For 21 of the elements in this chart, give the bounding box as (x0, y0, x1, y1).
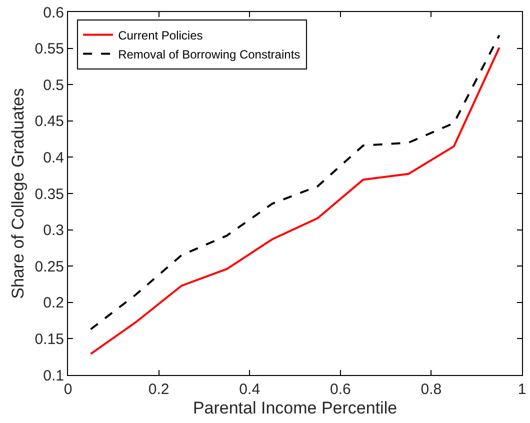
y-tick-label: 0.2 (43, 294, 64, 312)
y-tick-label: 0.3 (43, 222, 64, 240)
x-axis-title: Parental Income Percentile (192, 398, 398, 418)
y-tick-label: 0.45 (34, 113, 64, 130)
legend-label: Current Policies (118, 28, 203, 42)
y-tick-label: 0.6 (43, 4, 64, 22)
x-tick-label: 0.8 (420, 381, 442, 398)
y-axis-title: Share of College Graduates (8, 88, 28, 299)
y-tick-label: 0.35 (34, 186, 64, 203)
y-tick-label: 0.25 (34, 258, 64, 276)
y-tick-label: 0.15 (34, 330, 64, 348)
x-tick-label: 0.6 (330, 381, 351, 398)
legend-label: Removal of Borrowing Constraints (118, 47, 300, 62)
y-tick-label: 0.4 (43, 149, 64, 166)
x-tick-label: 0.4 (239, 381, 260, 398)
x-tick-label: 0.2 (148, 381, 170, 398)
y-tick-label: 0.5 (43, 76, 64, 94)
y-tick-label: 0.1 (43, 367, 64, 384)
y-tick-label: 0.55 (34, 40, 64, 58)
x-tick-label: 0 (64, 381, 72, 398)
x-tick-label: 1 (518, 381, 526, 398)
